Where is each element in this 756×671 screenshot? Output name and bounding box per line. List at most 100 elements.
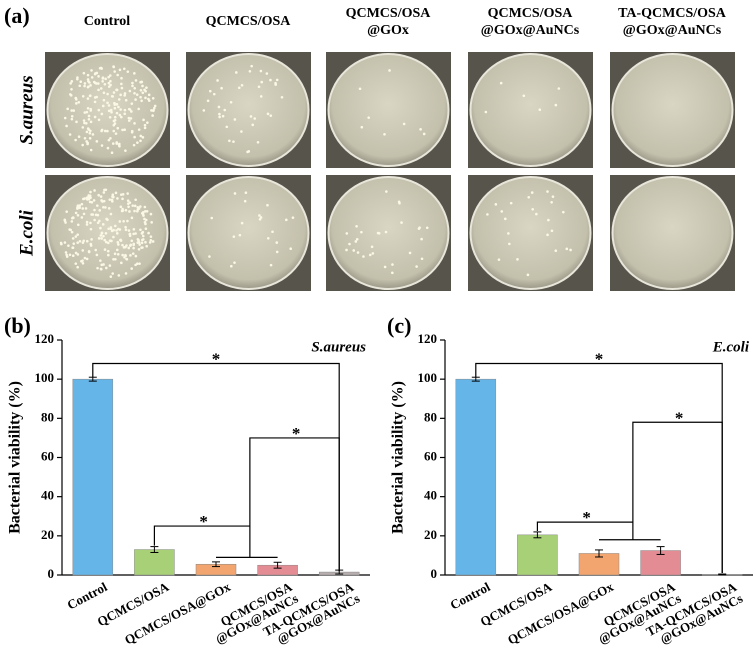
colony — [138, 262, 141, 265]
colony — [86, 97, 90, 100]
colony — [229, 100, 233, 104]
colony — [70, 80, 74, 83]
colony — [69, 93, 72, 96]
colony — [89, 221, 92, 225]
colony — [126, 199, 130, 203]
colony — [144, 218, 148, 222]
colony — [113, 70, 116, 73]
colony — [76, 206, 79, 209]
colony — [143, 126, 147, 130]
colony — [108, 239, 112, 242]
colony — [115, 229, 118, 232]
colony — [269, 78, 272, 82]
colony — [125, 257, 128, 261]
colony — [132, 232, 135, 236]
colony — [235, 71, 238, 74]
colony — [127, 107, 131, 111]
colony — [565, 247, 569, 251]
colony — [76, 241, 79, 244]
colony — [81, 261, 85, 265]
colony — [111, 142, 115, 145]
colony — [149, 238, 153, 242]
colony — [95, 140, 99, 143]
colony — [132, 228, 136, 231]
dish — [187, 53, 310, 167]
significance-bracket — [632, 421, 723, 574]
colony — [77, 100, 81, 104]
colony — [291, 216, 295, 219]
colony — [88, 131, 92, 135]
colony — [80, 202, 84, 206]
colony — [100, 129, 103, 133]
colony — [116, 252, 120, 256]
colony — [66, 107, 69, 111]
significance-mark: * — [212, 350, 221, 369]
colony — [271, 230, 274, 234]
colony — [90, 69, 93, 72]
colony — [124, 98, 128, 102]
colony — [127, 229, 131, 232]
y-tick-label: 60 — [41, 448, 54, 463]
colony — [133, 204, 137, 208]
colony — [145, 86, 148, 89]
colony — [82, 239, 86, 243]
colony — [136, 141, 139, 144]
colony — [233, 192, 237, 195]
colony — [101, 200, 104, 203]
colony — [89, 148, 93, 152]
colony — [89, 120, 93, 124]
dish — [327, 176, 450, 290]
colony — [102, 263, 105, 266]
colony — [106, 249, 110, 253]
bar — [72, 378, 114, 576]
colony — [88, 136, 92, 140]
colony — [75, 120, 78, 124]
colony — [76, 253, 80, 256]
colony — [260, 80, 264, 84]
colony — [123, 94, 126, 97]
bar — [455, 378, 497, 576]
colony — [258, 217, 262, 221]
colony — [63, 241, 67, 244]
colony — [266, 112, 270, 116]
colony — [113, 224, 117, 228]
colony — [415, 265, 418, 268]
colony — [144, 96, 147, 100]
colony — [106, 101, 109, 105]
colony — [362, 255, 365, 258]
colony — [107, 104, 111, 107]
colony — [275, 241, 279, 244]
colony — [153, 104, 157, 108]
colony — [107, 75, 110, 79]
colony — [391, 271, 394, 275]
colony — [137, 241, 141, 244]
colony — [138, 243, 141, 246]
colony — [111, 193, 115, 197]
colony — [484, 110, 488, 114]
colony — [108, 264, 112, 267]
colony — [76, 77, 79, 81]
colony — [113, 101, 116, 105]
colony — [114, 191, 118, 195]
colony — [230, 264, 233, 268]
colony — [144, 240, 147, 244]
colony — [259, 95, 263, 98]
colony — [135, 93, 139, 96]
x-tick-label: Control — [65, 579, 110, 613]
significance-mark: * — [675, 408, 684, 427]
colony — [74, 138, 77, 142]
colony — [104, 77, 107, 81]
colony — [546, 233, 549, 237]
colony — [112, 119, 116, 123]
colony — [86, 141, 89, 145]
colony — [85, 223, 89, 226]
colony — [100, 232, 104, 235]
colony — [93, 100, 97, 104]
y-axis-label: Bacterial viability (%) — [390, 381, 407, 534]
dish — [46, 53, 169, 167]
colony — [89, 190, 92, 194]
colony — [269, 114, 273, 117]
colony — [109, 108, 113, 112]
colony — [246, 150, 249, 154]
colony — [71, 237, 75, 240]
